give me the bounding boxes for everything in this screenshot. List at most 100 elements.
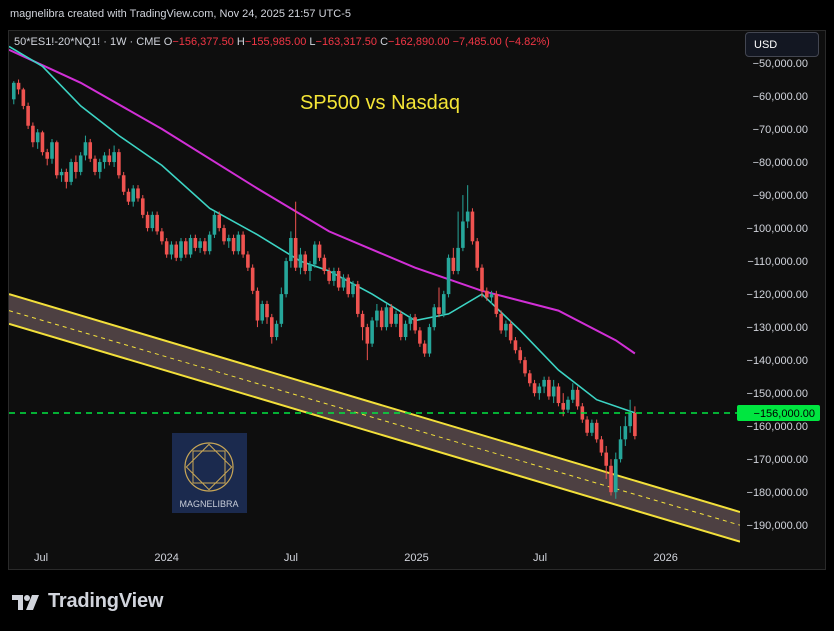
y-axis-tick-label: −140,000.00	[747, 355, 808, 367]
candle-body	[293, 237, 298, 268]
candle-body	[360, 313, 365, 328]
currency-button[interactable]: USD	[745, 32, 819, 57]
candle-body	[547, 379, 551, 397]
y-axis-tick-label: −60,000.00	[753, 91, 808, 103]
candle-body	[193, 237, 198, 248]
candle-body	[274, 323, 279, 338]
candle-body	[246, 254, 250, 268]
low-label: L	[309, 36, 316, 48]
candle-body	[279, 294, 284, 324]
candle-body	[628, 412, 632, 427]
candle-body	[160, 231, 164, 242]
candle-body	[518, 350, 523, 361]
candle-body	[284, 261, 288, 295]
candle-body	[527, 373, 532, 384]
candle-body	[78, 155, 83, 172]
y-axis-tick-label: −190,000.00	[747, 520, 808, 532]
candle-body	[465, 211, 470, 222]
candle-body	[394, 313, 398, 324]
candle-body	[437, 307, 441, 314]
candle-body	[441, 294, 446, 314]
candle-body	[499, 313, 503, 331]
tradingview-logo[interactable]: TradingView	[12, 590, 163, 613]
candle-body	[322, 257, 327, 271]
candle-body	[551, 386, 556, 397]
close-value: −162,890.00	[388, 36, 450, 48]
candle-body	[575, 389, 580, 407]
ma-long-line	[9, 48, 636, 355]
candle-body	[11, 82, 16, 100]
candle-body	[590, 422, 594, 433]
candle-body	[446, 257, 451, 295]
candle-body	[164, 241, 169, 255]
candle-body	[370, 320, 374, 344]
candle-body	[83, 142, 88, 156]
y-axis-tick-label: −110,000.00	[747, 256, 808, 268]
candle-body	[398, 313, 403, 338]
candle-body	[102, 155, 107, 163]
candle-body	[384, 307, 389, 328]
candle-body	[31, 125, 35, 143]
candle-body	[427, 327, 432, 354]
candle-body	[64, 171, 69, 182]
current-value-badge	[737, 404, 820, 421]
candle-body	[188, 237, 193, 255]
candle-body	[508, 323, 513, 341]
x-axis-tick-label: 2026	[653, 552, 677, 564]
candle-body	[35, 132, 40, 143]
candle-body	[121, 175, 126, 192]
channel-mid-line	[9, 310, 740, 526]
watermark-logo-icon	[184, 442, 234, 492]
candle-body	[623, 426, 628, 440]
y-axis-tick-label: −170,000.00	[747, 454, 808, 466]
y-axis-tick-label: −120,000.00	[747, 289, 808, 301]
candle-body	[69, 162, 73, 182]
x-axis-tick-label: 2025	[404, 552, 428, 564]
candle-body	[155, 214, 159, 232]
plot-area	[9, 45, 740, 543]
candle-body	[308, 264, 312, 271]
x-axis-tick-label: Jul	[533, 552, 547, 564]
y-axis-tick-label: −100,000.00	[747, 223, 808, 235]
candle-body	[312, 244, 317, 265]
candle-body	[131, 188, 136, 202]
candle-body	[418, 330, 422, 344]
y-axis-tick-label: −90,000.00	[753, 190, 808, 202]
candle-body	[537, 386, 542, 394]
candle-body	[97, 162, 102, 172]
symbol-legend: 50*ES1!-20*NQ1! · 1W · CME O−156,377.50 …	[14, 36, 550, 48]
y-axis-tick-label: −50,000.00	[753, 58, 808, 70]
candle-body	[613, 459, 618, 493]
candle-body	[432, 307, 437, 328]
watermark-text: MAGNELIBRA	[179, 499, 238, 509]
candle-body	[226, 237, 231, 242]
candle-body	[513, 340, 518, 351]
candle-body	[50, 142, 54, 159]
candle-body	[74, 162, 78, 172]
candle-body	[269, 317, 274, 338]
candle-body	[341, 277, 346, 288]
candle-body	[126, 191, 131, 202]
tradingview-brand: TradingView	[48, 590, 164, 612]
candle-body	[585, 419, 589, 433]
candle-body	[413, 317, 417, 331]
channel-lower-line	[9, 322, 740, 543]
candle-body	[332, 270, 336, 281]
open-value: −156,377.50	[172, 36, 234, 48]
candle-body	[351, 284, 355, 295]
candle-body	[217, 214, 222, 229]
candle-body	[570, 389, 575, 400]
candle-body	[145, 214, 150, 229]
symbol-label: 50*ES1!-20*NQ1! · 1W · CME	[14, 36, 161, 48]
channel-upper-line	[9, 293, 740, 513]
candle-body	[494, 294, 499, 314]
candle-body	[260, 304, 265, 321]
change-value: −7,485.00 (−4.82%)	[452, 36, 550, 48]
candle-body	[222, 228, 226, 242]
candle-body	[379, 310, 384, 328]
channel-band	[9, 294, 740, 542]
candle-body	[212, 214, 217, 235]
candle-body	[289, 237, 293, 262]
close-label: C	[380, 36, 389, 48]
